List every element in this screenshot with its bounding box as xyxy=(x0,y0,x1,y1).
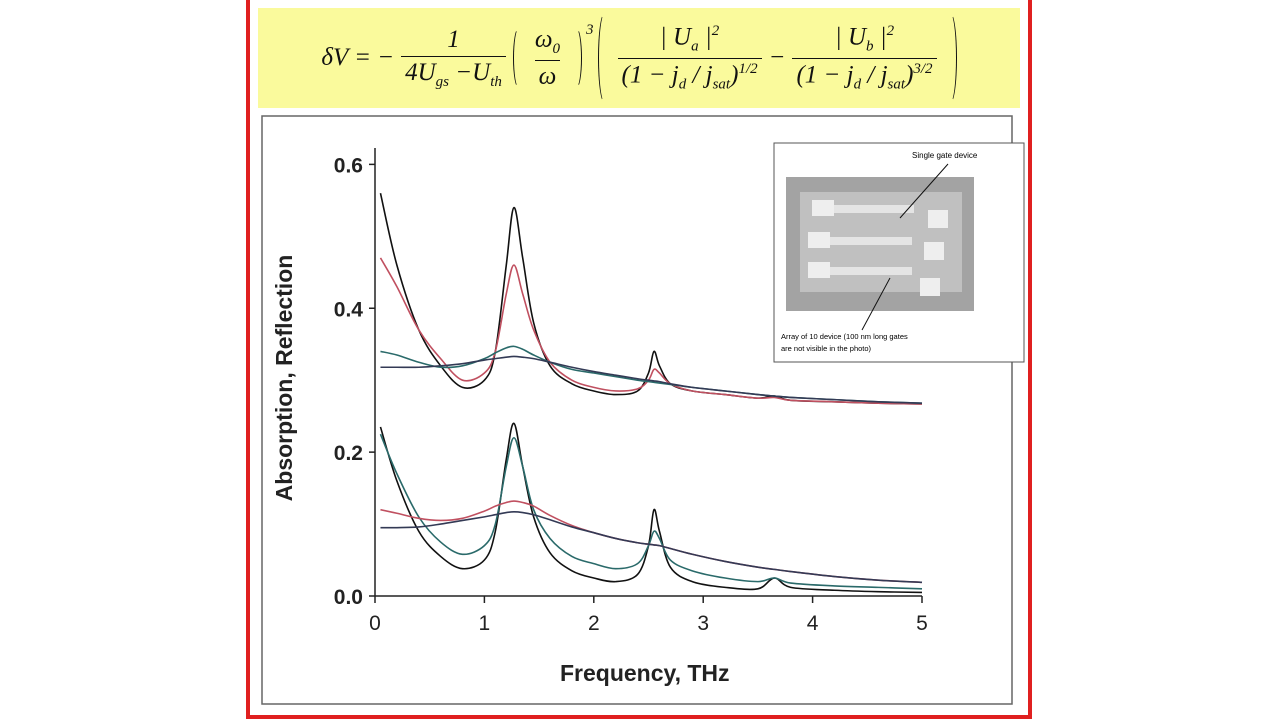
x-tick-label: 2 xyxy=(588,612,600,635)
x-tick-label: 4 xyxy=(807,612,819,635)
formula-sub: b xyxy=(866,38,874,55)
inset-label: Single gate device xyxy=(912,151,978,160)
y-tick-label: 0.6 xyxy=(334,154,363,177)
pad xyxy=(808,232,830,248)
formula-text: | U xyxy=(834,23,867,51)
pad xyxy=(808,262,830,278)
formula-text: ω xyxy=(534,25,553,53)
x-tick-label: 3 xyxy=(697,612,709,635)
paren xyxy=(944,13,957,103)
arrow xyxy=(861,277,891,331)
x-axis-label: Frequency, THz xyxy=(560,660,730,686)
x-tick-label: 0 xyxy=(369,612,381,635)
data-line xyxy=(380,355,923,405)
formula-sub: gs xyxy=(435,73,450,90)
y-tick-label: 0.4 xyxy=(334,298,364,321)
formula-text: ) xyxy=(905,60,914,88)
formula-sub: 0 xyxy=(552,40,561,57)
denominator: (1 − jd / jsat)3/2 xyxy=(792,57,937,95)
formula-sub: d xyxy=(678,75,687,92)
formula-text: (1 − j xyxy=(796,60,854,88)
denominator: 4Ugs −Uth xyxy=(401,55,506,93)
formula-sup: 2 xyxy=(886,23,895,40)
fraction: 1 4Ugs −Uth xyxy=(401,24,506,93)
formula-text: | U xyxy=(659,23,692,51)
formula-text: −U xyxy=(449,58,491,86)
paren xyxy=(571,28,583,88)
formula-sup: 2 xyxy=(711,23,720,40)
data-line xyxy=(379,422,923,594)
formula-text: − xyxy=(768,44,786,71)
data-line xyxy=(380,511,923,584)
pad xyxy=(812,200,834,216)
formula-sub: sat xyxy=(712,75,731,92)
formula-sub: th xyxy=(490,73,502,90)
formula-text: 1 xyxy=(447,25,460,53)
y-axis-label: Absorption, Reflection xyxy=(271,255,297,502)
formula-text: 4U xyxy=(405,58,436,86)
formula-sup: 1/2 xyxy=(738,60,758,77)
x-tick-label: 5 xyxy=(916,612,928,635)
gate xyxy=(830,267,912,275)
formula-sup: 3/2 xyxy=(913,60,933,77)
fraction: | Ua |2 (1 − jd / jsat)1/2 xyxy=(617,21,762,95)
data-line xyxy=(379,257,923,405)
gate xyxy=(834,205,914,213)
formula-text: | xyxy=(698,23,712,51)
fraction: ω0 ω xyxy=(531,24,564,93)
formula: δV = − 1 4Ugs −Uth ω0 ω 3 | Ua |2 (1 − j… xyxy=(258,8,1020,108)
inset: Single gate device Array of 10 device (1… xyxy=(773,142,1025,363)
y-tick-label: 0.0 xyxy=(334,586,363,609)
formula-sub: d xyxy=(853,75,862,92)
formula-text: ω xyxy=(538,62,557,90)
formula-sup: 3 xyxy=(586,22,594,38)
formula-sub: sat xyxy=(887,75,906,92)
arrow xyxy=(899,163,949,219)
formula-text: (1 − j xyxy=(621,60,679,88)
fraction: | Ub |2 (1 − jd / jsat)3/2 xyxy=(792,21,937,95)
formula-text: | xyxy=(873,23,887,51)
numerator: | Ub |2 xyxy=(831,21,898,57)
formula-text: ) xyxy=(730,60,739,88)
denominator: ω xyxy=(534,59,561,93)
pad xyxy=(928,210,948,228)
inset-label: are not visible in the photo) xyxy=(781,344,872,353)
gate xyxy=(830,237,912,245)
formula-sub: a xyxy=(691,38,699,55)
pad xyxy=(920,278,940,296)
formula-text: / j xyxy=(686,60,713,88)
x-tick-label: 1 xyxy=(479,612,491,635)
data-line xyxy=(379,433,923,590)
paren xyxy=(512,28,524,88)
formula-text: / j xyxy=(861,60,888,88)
inset-label: Array of 10 device (100 nm long gates xyxy=(781,332,908,341)
paren xyxy=(597,13,611,103)
formula-lhs: δV = − xyxy=(321,44,395,71)
y-tick-label: 0.2 xyxy=(334,442,363,465)
denominator: (1 − jd / jsat)1/2 xyxy=(617,57,762,95)
numerator: | Ua |2 xyxy=(656,21,723,57)
numerator: ω0 xyxy=(531,24,564,60)
numerator: 1 xyxy=(443,24,464,56)
pad xyxy=(924,242,944,260)
